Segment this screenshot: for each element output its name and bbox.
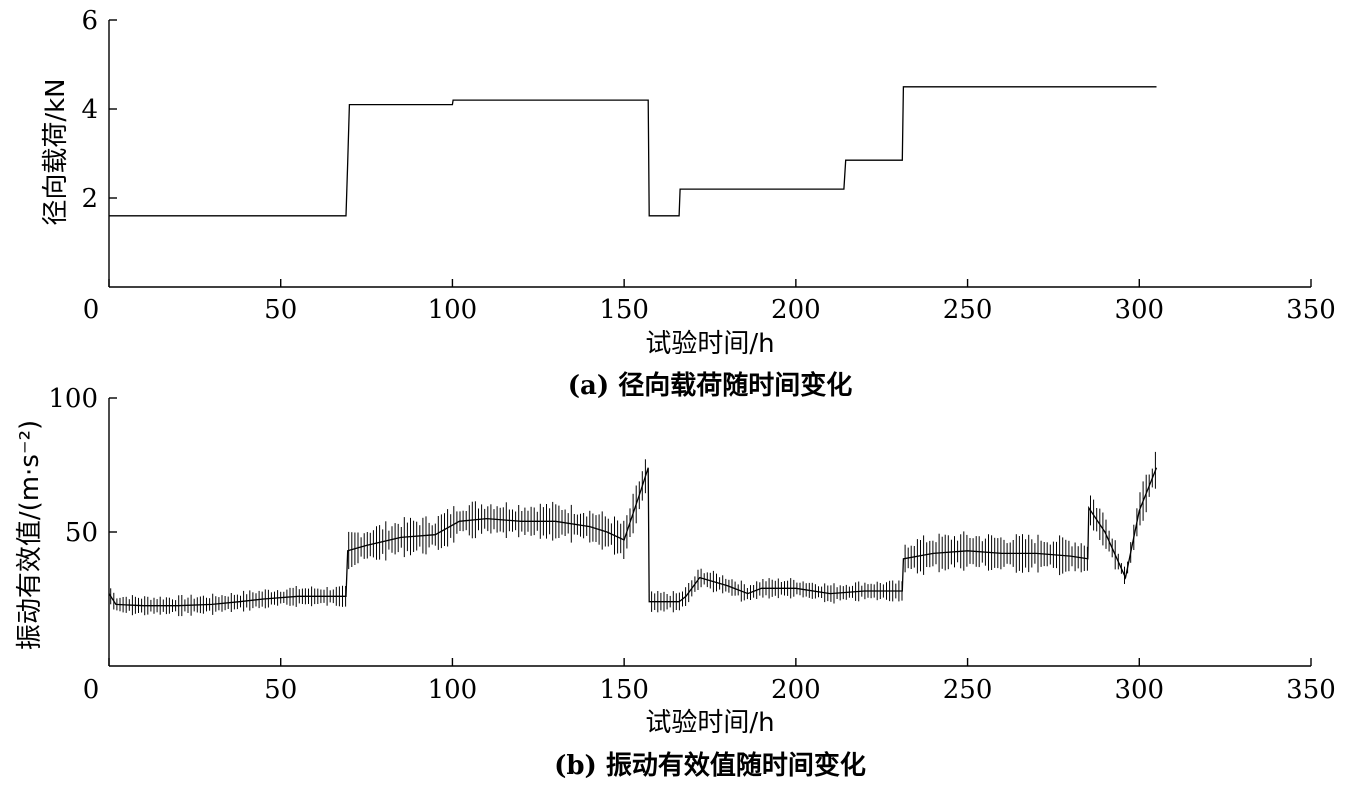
series-line: [108, 467, 1158, 607]
panel-b-y-label: 振动有效值/(m·s⁻²): [15, 420, 45, 650]
x-tick-label: 300: [1114, 675, 1164, 705]
panel-a-x-label: 试验时间/h: [645, 329, 774, 359]
x-tick-label: 150: [599, 295, 649, 325]
x-tick-label: 50: [264, 675, 297, 705]
panel-a-caption: (a) 径向载荷随时间变化: [568, 370, 853, 401]
x-tick-label: 0: [83, 295, 100, 325]
y-tick-label: 4: [81, 95, 98, 125]
panel-a-axes: [108, 20, 1311, 288]
panel-b-x-label: 试验时间/h: [645, 708, 774, 738]
x-tick-label: 350: [1286, 675, 1336, 705]
panel-b-x-ticks: 0 50 100 150 200 250 300 350: [83, 658, 1336, 705]
x-tick-label: 300: [1114, 295, 1164, 325]
x-tick-label: 200: [771, 675, 821, 705]
panel-b-caption: (b) 振动有效值随时间变化: [554, 750, 866, 781]
x-tick-label: 100: [428, 675, 478, 705]
x-tick-label: 100: [428, 295, 478, 325]
panel-b-series: [108, 467, 1158, 607]
panel-b-variability: [110, 451, 1156, 617]
series-line: [109, 86, 1157, 217]
y-tick-label: 100: [48, 384, 98, 414]
panel-a-x-ticks: 0 50 100 150 200 250 300 350: [83, 279, 1336, 325]
x-tick-label: 250: [943, 675, 993, 705]
y-tick-label: 2: [81, 184, 98, 214]
x-tick-label: 0: [83, 675, 100, 705]
panel-a-series: [109, 86, 1157, 217]
panel-a: 0 50 100 150 200 250 300 350 2 4 6 试验时间/h 径向载荷/kN…: [41, 6, 1336, 401]
x-tick-label: 50: [264, 295, 297, 325]
panel-b: 0 50 100 150 200 250 300 350 50 100 试验时间/h 振动有效值…: [15, 384, 1336, 781]
x-tick-label: 200: [771, 295, 821, 325]
panel-b-y-ticks: 50 100: [48, 384, 117, 548]
panel-a-y-label: 径向载荷/kN: [41, 78, 71, 225]
panel-b-axes: [108, 398, 1311, 667]
panel-a-y-ticks: 2 4 6: [81, 6, 117, 214]
y-tick-label: 6: [81, 6, 98, 36]
x-tick-label: 150: [599, 675, 649, 705]
x-tick-label: 350: [1286, 295, 1336, 325]
y-tick-label: 50: [65, 518, 98, 548]
x-tick-label: 250: [943, 295, 993, 325]
